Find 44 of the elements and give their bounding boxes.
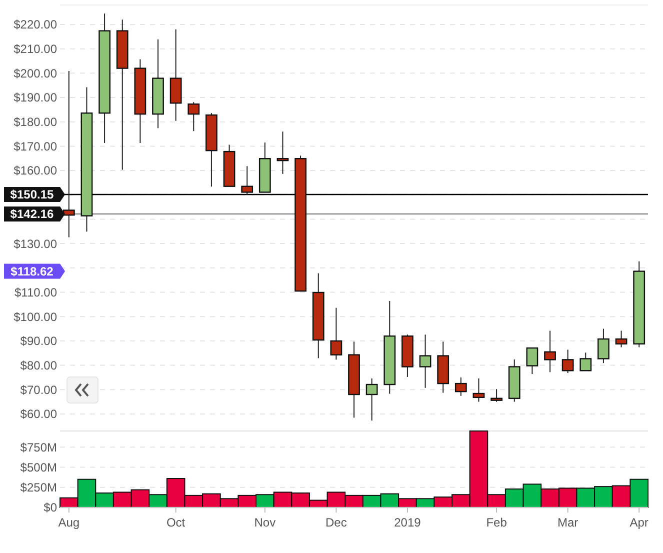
y-tick-label: $220.00 bbox=[14, 18, 58, 32]
x-tick-label: Nov bbox=[254, 516, 276, 530]
text: $118.62 bbox=[10, 264, 54, 278]
candlestick bbox=[598, 328, 610, 364]
x-tick-label: Aug bbox=[58, 516, 80, 530]
x-tick-label: Apr bbox=[630, 516, 648, 530]
y-tick-label: $750M bbox=[20, 440, 57, 454]
candlestick bbox=[544, 330, 556, 373]
candlestick bbox=[419, 334, 432, 388]
candlestick bbox=[490, 388, 502, 402]
x-tick-label: Oct bbox=[166, 516, 186, 530]
x-tick-label: Dec bbox=[326, 516, 347, 530]
y-tick-label: $80.00 bbox=[20, 358, 58, 372]
x-tick-label: 2019 bbox=[394, 516, 422, 530]
ref-line-label: $142.16 bbox=[10, 207, 54, 222]
candlestick bbox=[241, 166, 254, 196]
y-tick-label: $200.00 bbox=[14, 66, 58, 80]
y-tick-label: $170.00 bbox=[14, 139, 58, 154]
candlestick bbox=[454, 376, 467, 396]
candlestick bbox=[366, 378, 378, 422]
x-tick-label: Feb bbox=[486, 516, 508, 530]
candlestick bbox=[188, 102, 200, 132]
y-tick-label: $190.00 bbox=[14, 90, 58, 105]
y-tick-label: $500M bbox=[20, 460, 57, 474]
y-tick-label: $70.00 bbox=[20, 382, 58, 397]
y-tick-label: $210.00 bbox=[14, 42, 58, 56]
y-tick-label: $90.00 bbox=[20, 334, 58, 348]
y-tick-label: $60.00 bbox=[20, 407, 58, 422]
y-tick-label: $130.00 bbox=[14, 236, 58, 251]
y-tick-label: $250M bbox=[20, 480, 57, 495]
y-tick-label: $160.00 bbox=[14, 164, 58, 178]
candlestick bbox=[526, 347, 538, 375]
candlestick bbox=[615, 330, 628, 348]
candlestick bbox=[276, 131, 289, 174]
candlestick bbox=[562, 349, 574, 374]
candlestick bbox=[580, 352, 592, 372]
candlestick bbox=[330, 307, 342, 360]
y-tick-label: $0 bbox=[44, 500, 58, 515]
ref-line-label: $150.15 bbox=[10, 188, 54, 202]
y-tick-label: $110.00 bbox=[14, 285, 58, 300]
y-tick-label: $180.00 bbox=[14, 115, 58, 130]
candlestick bbox=[472, 378, 485, 402]
y-tick-label: $100.00 bbox=[14, 310, 58, 324]
x-tick-label: Mar bbox=[557, 516, 578, 530]
